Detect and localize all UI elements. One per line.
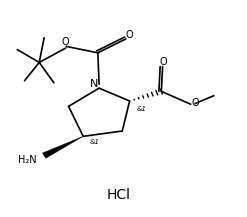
- Text: &1: &1: [90, 139, 100, 145]
- Text: N: N: [89, 79, 98, 89]
- Text: H₂N: H₂N: [18, 155, 37, 165]
- Text: HCl: HCl: [107, 188, 131, 202]
- Text: O: O: [192, 98, 199, 108]
- Polygon shape: [42, 136, 83, 158]
- Text: &1: &1: [136, 106, 146, 112]
- Text: O: O: [61, 37, 69, 47]
- Text: O: O: [160, 58, 167, 67]
- Text: O: O: [125, 30, 133, 40]
